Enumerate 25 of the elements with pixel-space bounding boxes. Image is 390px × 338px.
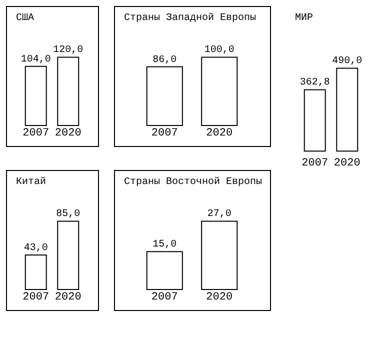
- data-label: 27,0: [207, 209, 232, 220]
- x-tick-label: 2020: [334, 158, 360, 170]
- chart-title: МИР: [295, 13, 314, 24]
- chart-title: Китай: [16, 176, 46, 188]
- data-label: 104,0: [20, 54, 51, 66]
- x-tick-label: 2020: [54, 292, 82, 304]
- x-tick-label: 2007: [22, 128, 50, 140]
- data-label: 15,0: [152, 240, 177, 251]
- x-tick-label: 2007: [22, 292, 50, 304]
- x-tick-label: 2020: [206, 128, 233, 140]
- data-label: 100,0: [204, 45, 234, 56]
- data-label: 43,0: [24, 242, 48, 254]
- x-tick-label: 2020: [54, 128, 82, 140]
- chart-title: Страны Восточной Европы: [124, 176, 262, 188]
- x-tick-label: 2007: [302, 158, 328, 170]
- data-label: 120,0: [53, 45, 84, 56]
- chart-title: Страны Западной Европы: [124, 12, 256, 24]
- data-label: 490,0: [332, 56, 362, 68]
- x-tick-label: 2020: [206, 292, 233, 304]
- x-tick-label: 2007: [151, 292, 178, 304]
- data-label: 86,0: [152, 54, 177, 66]
- data-label: 362,8: [300, 78, 330, 89]
- chart-title: США: [16, 13, 34, 24]
- data-label: 85,0: [56, 209, 80, 220]
- x-tick-label: 2007: [151, 128, 178, 140]
